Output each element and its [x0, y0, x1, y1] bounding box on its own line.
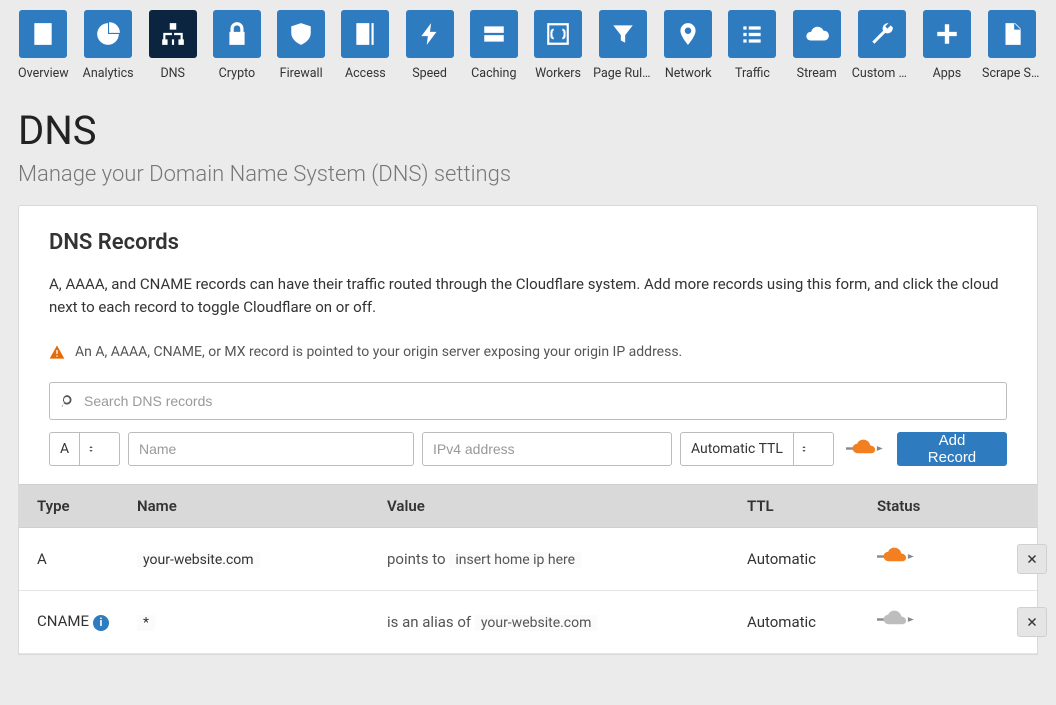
file-icon [988, 10, 1036, 58]
proxy-status-toggle[interactable] [877, 547, 997, 570]
add-record-form: A Automatic TTL Add Record [49, 432, 1007, 466]
nav-item-page-rules[interactable]: Page Rules [597, 10, 649, 81]
nav-item-traffic[interactable]: Traffic [727, 10, 777, 81]
record-value-input[interactable] [422, 432, 672, 466]
nav-item-firewall[interactable]: Firewall [276, 10, 326, 81]
wrench-icon [858, 10, 906, 58]
record-name-input[interactable] [128, 432, 414, 466]
col-value: Value [387, 497, 747, 515]
record-type-value: A [50, 433, 79, 465]
nav-item-workers[interactable]: Workers [533, 10, 583, 81]
nav-item-custom-p-[interactable]: Custom P... [856, 10, 908, 81]
col-type: Type [37, 497, 137, 515]
proxy-status-toggle[interactable] [877, 610, 997, 633]
card-description: A, AAAA, and CNAME records can have thei… [49, 273, 1007, 320]
search-icon [61, 394, 75, 408]
cell-name[interactable]: your-website.com [137, 550, 387, 568]
delete-record-button[interactable] [1017, 607, 1047, 637]
col-ttl: TTL [747, 497, 877, 515]
bolt-icon [406, 10, 454, 58]
col-status: Status [877, 497, 997, 515]
col-name: Name [137, 497, 387, 515]
nav-item-stream[interactable]: Stream [792, 10, 842, 81]
nav-label: Firewall [280, 66, 323, 81]
nav-label: Speed [412, 66, 447, 81]
nav-label: Caching [471, 66, 516, 81]
delete-record-button[interactable] [1017, 544, 1047, 574]
page-subtitle: Manage your Domain Name System (DNS) set… [18, 162, 1038, 187]
door-icon [341, 10, 389, 58]
records-table: Type Name Value TTL Status A your-websit… [19, 484, 1037, 654]
nav-label: Overview [18, 66, 69, 81]
search-wrap [49, 382, 1007, 420]
nav-label: Traffic [735, 66, 770, 81]
list-icon [728, 10, 776, 58]
table-row: CNAMEi * is an alias of your-website.com… [19, 591, 1037, 654]
add-record-button[interactable]: Add Record [897, 432, 1007, 466]
drive-icon [470, 10, 518, 58]
ttl-value: Automatic TTL [681, 433, 793, 465]
braces-icon [534, 10, 582, 58]
nav-item-analytics[interactable]: Analytics [83, 10, 134, 81]
pin-icon [664, 10, 712, 58]
nav-label: Network [665, 66, 712, 81]
nav-item-access[interactable]: Access [340, 10, 390, 81]
nav-label: Analytics [83, 66, 134, 81]
chevron-updown-icon [793, 433, 815, 465]
network-icon [149, 10, 197, 58]
doc-icon [19, 10, 67, 58]
nav-label: Stream [797, 66, 837, 81]
nav-label: Scrape Shi... [982, 66, 1042, 81]
cell-ttl[interactable]: Automatic [747, 613, 877, 631]
table-row: A your-website.com points to insert home… [19, 528, 1037, 591]
nav-item-overview[interactable]: Overview [18, 10, 69, 81]
record-type-select[interactable]: A [49, 432, 120, 466]
search-input[interactable] [49, 382, 1007, 420]
nav-item-apps[interactable]: Apps [922, 10, 972, 81]
page-header: DNS Manage your Domain Name System (DNS)… [0, 81, 1056, 205]
proxy-toggle[interactable] [842, 439, 889, 458]
cell-ttl[interactable]: Automatic [747, 550, 877, 568]
warning-text: An A, AAAA, CNAME, or MX record is point… [75, 344, 682, 360]
nav-item-caching[interactable]: Caching [469, 10, 519, 81]
nav-item-network[interactable]: Network [663, 10, 713, 81]
plus-icon [923, 10, 971, 58]
cloud-icon [793, 10, 841, 58]
nav-label: Workers [535, 66, 581, 81]
nav-label: Apps [933, 66, 962, 81]
warning-icon [49, 344, 65, 360]
nav-label: Access [345, 66, 386, 81]
cell-value[interactable]: is an alias of your-website.com [387, 613, 747, 631]
nav-item-scrape-shi-[interactable]: Scrape Shi... [986, 10, 1038, 81]
nav-item-crypto[interactable]: Crypto [212, 10, 262, 81]
funnel-icon [599, 10, 647, 58]
info-icon[interactable]: i [93, 615, 109, 631]
cell-name[interactable]: * [137, 613, 387, 631]
nav-label: Crypto [219, 66, 256, 81]
page-title: DNS [18, 107, 1038, 154]
pie-icon [84, 10, 132, 58]
dns-records-card: DNS Records A, AAAA, and CNAME records c… [18, 205, 1038, 655]
cell-type: A [37, 550, 137, 568]
nav-item-dns[interactable]: DNS [148, 10, 198, 81]
nav-label: Page Rules [593, 66, 653, 81]
lock-icon [213, 10, 261, 58]
ttl-select[interactable]: Automatic TTL [680, 432, 834, 466]
shield-icon [277, 10, 325, 58]
origin-ip-warning: An A, AAAA, CNAME, or MX record is point… [49, 338, 1007, 382]
nav-label: Custom P... [852, 66, 912, 81]
cell-value[interactable]: points to insert home ip here [387, 550, 747, 568]
nav-item-speed[interactable]: Speed [404, 10, 454, 81]
chevron-updown-icon [79, 433, 101, 465]
nav-label: DNS [160, 66, 185, 81]
top-nav: Overview Analytics DNS Crypto Firewall A… [0, 0, 1056, 81]
card-title: DNS Records [49, 230, 1007, 255]
table-header: Type Name Value TTL Status [19, 484, 1037, 528]
cell-type: CNAMEi [37, 612, 137, 630]
